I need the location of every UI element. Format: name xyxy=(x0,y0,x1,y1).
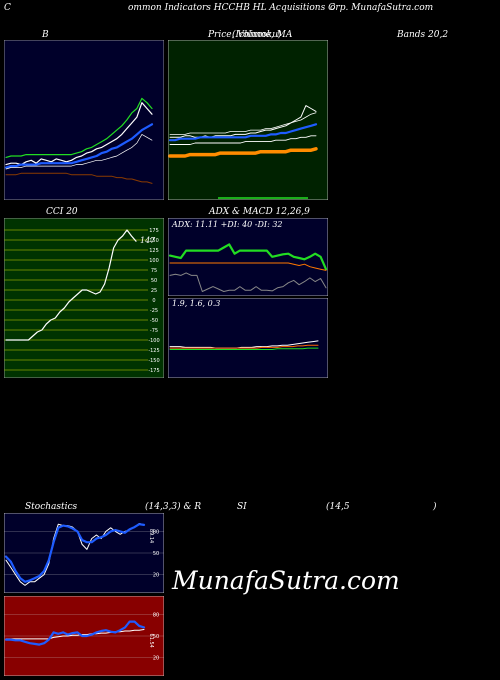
macd-chart: 1.9, 1.6, 0.3 xyxy=(168,298,328,378)
cci-value-label: 147 xyxy=(140,236,156,245)
stochastics-tick-label: 20 xyxy=(153,573,159,579)
cci-tick-label: -50 xyxy=(150,318,158,324)
price-volume-ma-series-2-line xyxy=(168,123,318,142)
bollinger-bands-series-3-line xyxy=(5,97,153,159)
cci-tick-label: -150 xyxy=(148,358,159,364)
adx-series-3-line xyxy=(169,272,327,292)
rsi-panel: 80 50 20 61.54 xyxy=(4,596,164,676)
title-stoch-params: (14,3,3) & R xyxy=(145,502,202,512)
macd-series-2-line xyxy=(169,344,319,349)
stochastics-series-2-line xyxy=(4,523,146,583)
cci-tick-label: -125 xyxy=(148,348,159,354)
rsi-series-2-line xyxy=(4,620,146,646)
title-stochastics: Stochastics xyxy=(25,502,78,512)
cci-tick-label: 25 xyxy=(151,288,157,294)
title-rsi-params: (14,5 xyxy=(326,502,350,512)
rsi-tick-label: 80 xyxy=(153,612,159,618)
title-bands: Bands 20,2 xyxy=(397,30,449,40)
cci-tick-label: 75 xyxy=(151,268,157,274)
rsi-chart: 80 50 20 61.54 xyxy=(4,596,164,676)
macd-background xyxy=(168,298,328,378)
cci-series-1-line xyxy=(5,229,137,341)
cci-tick-label: 150 xyxy=(149,238,159,244)
rsi-tick-label: 50 xyxy=(153,634,159,640)
stochastics-chart: 80 50 20 89.14 xyxy=(4,513,164,593)
macd-values-label: 1.9, 1.6, 0.3 xyxy=(172,299,220,308)
bollinger-chart xyxy=(4,40,164,200)
price-panel xyxy=(168,40,328,200)
price-volume-ma-series-3-line xyxy=(168,147,318,158)
stochastics-tick-label: 80 xyxy=(153,529,159,535)
stochastics-tick-label: 50 xyxy=(153,551,159,557)
header-left: C xyxy=(4,3,11,13)
cci-tick-label: -25 xyxy=(150,308,158,314)
bollinger-bands-series-5-line xyxy=(5,134,153,170)
title-cci: CCI 20 xyxy=(46,207,78,217)
price-volume-ma-series-4-line xyxy=(169,135,317,145)
price-background xyxy=(168,40,328,200)
title-adx-macd: ADX & MACD 12,26,9 xyxy=(209,207,310,217)
adx-values-label: ADX: 11.11 +DI: 40 -DI: 32 xyxy=(171,220,283,229)
header-middle: ommon Indicators HCCHB HL Acquisitions C xyxy=(128,3,335,13)
cci-tick-label: -75 xyxy=(150,328,158,334)
cci-tick-label: -175 xyxy=(148,368,159,374)
stochastics-panel: 80 50 20 89.14 xyxy=(4,513,164,593)
title-price-overlap: (Ichimoku) xyxy=(232,30,282,40)
cci-background xyxy=(4,218,164,378)
adx-series-2-line xyxy=(169,262,327,271)
title-rsi-paren: ) xyxy=(433,502,437,512)
macd-series-1-line xyxy=(169,340,319,349)
stochastics-value-label: 89.14 xyxy=(148,529,154,543)
cci-tick-label: 0 xyxy=(152,298,155,304)
header-right: orp. MunafaSutra.com xyxy=(330,3,434,13)
adx-background xyxy=(168,218,328,296)
price-volume-ma-series-5-line xyxy=(169,112,317,135)
rsi-tick-label: 20 xyxy=(153,656,159,662)
title-price: Price, Volume, MA xyxy=(208,30,293,40)
price-chart xyxy=(168,40,328,200)
bollinger-bands-series-2-line xyxy=(4,123,154,169)
cci-tick-label: 50 xyxy=(151,278,157,284)
bollinger-panel xyxy=(4,40,164,200)
bollinger-background xyxy=(4,40,164,200)
cci-tick-label: 175 xyxy=(149,228,159,234)
cci-chart: 175 150 125 100 75 50 25 0 -25 -50 -75 -100 -125 -150… xyxy=(4,218,164,378)
cci-tick-label: -100 xyxy=(148,338,159,344)
watermark: MunafaSutra.com xyxy=(172,566,400,595)
adx-panel: ADX: 11.11 +DI: 40 -DI: 32 xyxy=(168,218,328,296)
rsi-series-1-line xyxy=(5,629,145,640)
bollinger-bands-series-1-line xyxy=(5,102,153,166)
rsi-value-label: 61.54 xyxy=(148,634,154,648)
title-rsi-si: SI xyxy=(237,502,247,512)
adx-series-1-line xyxy=(168,243,328,271)
macd-series-3-line xyxy=(169,347,319,350)
macd-panel: 1.9, 1.6, 0.3 xyxy=(168,298,328,378)
cci-tick-label: 100 xyxy=(149,258,159,264)
cci-panel: 175 150 125 100 75 50 25 0 -25 -50 -75 -100 -125 -150… xyxy=(4,218,164,378)
cci-tick-label: 125 xyxy=(149,248,159,254)
bollinger-bands-series-4-line xyxy=(5,172,153,184)
title-bollinger: B xyxy=(42,30,49,40)
adx-chart: ADX: 11.11 +DI: 40 -DI: 32 xyxy=(168,218,328,296)
